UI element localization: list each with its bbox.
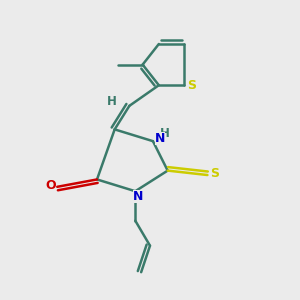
- Text: S: S: [210, 167, 219, 180]
- Text: N: N: [155, 132, 166, 145]
- Text: H: H: [107, 95, 117, 108]
- Text: S: S: [187, 79, 196, 92]
- Text: N: N: [133, 190, 143, 203]
- Text: O: O: [46, 179, 56, 192]
- Text: H: H: [160, 127, 170, 140]
